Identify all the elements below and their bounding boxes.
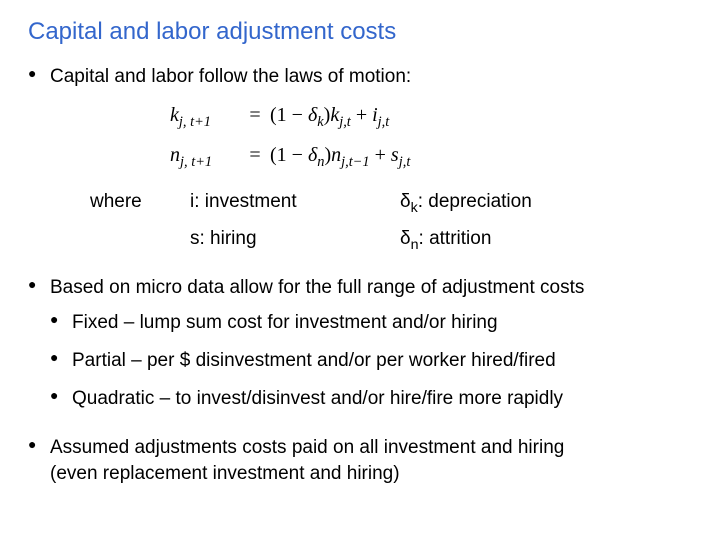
def-hiring: s: hiring	[190, 226, 390, 255]
bullet-text: Based on micro data allow for the full r…	[50, 277, 584, 298]
equations-block: kj, t+1 = (1 − δk)kj,t + ij,t nj, t+1 = …	[170, 102, 692, 173]
bullet-text-line2: (even replacement investment and hiring)	[50, 463, 400, 484]
sub-bullet-fixed: Fixed – lump sum cost for investment and…	[50, 310, 692, 336]
slide: Capital and labor adjustment costs Capit…	[0, 0, 720, 540]
bullet-micro-data: Based on micro data allow for the full r…	[28, 275, 692, 412]
sub-bullet-partial: Partial – per $ disinvestment and/or per…	[50, 348, 692, 374]
def-investment: i: investment	[190, 189, 390, 218]
bullet-text: Capital and labor follow the laws of mot…	[50, 66, 411, 87]
bullet-text-line1: Assumed adjustments costs paid on all in…	[50, 437, 564, 458]
sub-bullet-list: Fixed – lump sum cost for investment and…	[50, 310, 692, 411]
slide-title: Capital and labor adjustment costs	[28, 18, 692, 46]
bullet-assumed-costs: Assumed adjustments costs paid on all in…	[28, 435, 692, 486]
bullet-laws-of-motion: Capital and labor follow the laws of mot…	[28, 64, 692, 255]
bullet-list: Capital and labor follow the laws of mot…	[28, 64, 692, 486]
definitions-grid: where i: investment δk: depreciation s: …	[90, 189, 692, 255]
def-depreciation: δk: depreciation	[400, 189, 580, 218]
sub-bullet-quadratic: Quadratic – to invest/disinvest and/or h…	[50, 386, 692, 412]
equation-capital: kj, t+1 = (1 − δk)kj,t + ij,t	[170, 102, 692, 132]
def-attrition: δn: attrition	[400, 226, 580, 255]
where-label: where	[90, 189, 180, 218]
equation-labor: nj, t+1 = (1 − δn)nj,t−1 + sj,t	[170, 142, 692, 172]
